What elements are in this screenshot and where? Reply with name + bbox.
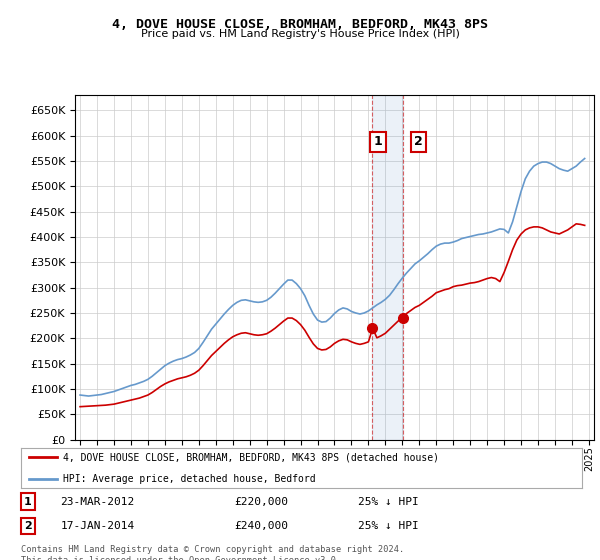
Text: 4, DOVE HOUSE CLOSE, BROMHAM, BEDFORD, MK43 8PS (detached house): 4, DOVE HOUSE CLOSE, BROMHAM, BEDFORD, M… <box>63 452 439 462</box>
Text: 1: 1 <box>24 497 32 507</box>
Text: HPI: Average price, detached house, Bedford: HPI: Average price, detached house, Bedf… <box>63 474 316 484</box>
Text: 1: 1 <box>374 135 382 148</box>
Text: Contains HM Land Registry data © Crown copyright and database right 2024.
This d: Contains HM Land Registry data © Crown c… <box>21 545 404 560</box>
Text: £240,000: £240,000 <box>234 521 288 531</box>
Text: 25% ↓ HPI: 25% ↓ HPI <box>358 497 418 507</box>
Text: 2: 2 <box>414 135 423 148</box>
Text: 17-JAN-2014: 17-JAN-2014 <box>60 521 134 531</box>
Text: 4, DOVE HOUSE CLOSE, BROMHAM, BEDFORD, MK43 8PS: 4, DOVE HOUSE CLOSE, BROMHAM, BEDFORD, M… <box>112 18 488 31</box>
Text: 23-MAR-2012: 23-MAR-2012 <box>60 497 134 507</box>
Text: 2: 2 <box>24 521 32 531</box>
Bar <box>372 95 403 440</box>
Text: Price paid vs. HM Land Registry's House Price Index (HPI): Price paid vs. HM Land Registry's House … <box>140 29 460 39</box>
Text: £220,000: £220,000 <box>234 497 288 507</box>
Text: 25% ↓ HPI: 25% ↓ HPI <box>358 521 418 531</box>
